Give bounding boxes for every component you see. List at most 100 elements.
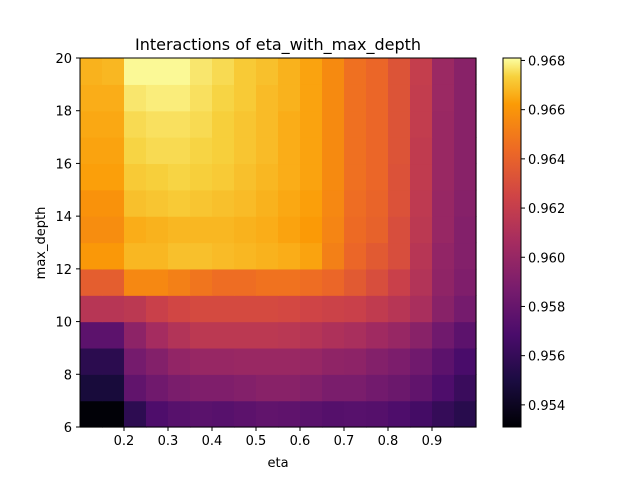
heatmap-cell — [234, 347, 257, 375]
x-tick-label: 0.3 — [158, 434, 179, 449]
heatmap-cell — [146, 58, 169, 85]
heatmap-cell — [300, 58, 323, 85]
heatmap-cell — [278, 58, 301, 85]
heatmap-cell — [146, 400, 169, 428]
y-tick-label: 20 — [55, 52, 72, 67]
heatmap-cell — [322, 189, 345, 217]
heatmap-cell — [234, 110, 257, 138]
heatmap-cell — [454, 137, 477, 165]
heatmap-cell — [410, 110, 433, 138]
heatmap-cell — [344, 374, 367, 402]
heatmap-cell — [146, 374, 169, 402]
x-tick-label: 0.8 — [378, 434, 399, 449]
heatmap-cell — [212, 84, 235, 112]
heatmap-cell — [410, 84, 433, 112]
heatmap-cell — [256, 268, 279, 296]
heatmap-cell — [256, 321, 279, 349]
heatmap-cell — [388, 268, 411, 296]
heatmap-cell — [432, 137, 455, 165]
heatmap-cell — [234, 374, 257, 402]
heatmap-cell — [322, 374, 345, 402]
heatmap-cell — [300, 268, 323, 296]
heatmap-cell — [146, 216, 169, 244]
y-tick-label: 8 — [64, 368, 72, 383]
heatmap-cell — [102, 268, 125, 296]
heatmap-cell — [234, 295, 257, 323]
colorbar-tick-label: 0.966 — [528, 104, 565, 119]
heatmap-cell — [146, 110, 169, 138]
heatmap-cell — [344, 110, 367, 138]
heatmap-cell — [212, 163, 235, 191]
heatmap-cell — [234, 189, 257, 217]
heatmap-cell — [410, 400, 433, 428]
heatmap-cell — [190, 84, 213, 112]
heatmap-cell — [366, 84, 389, 112]
heatmap-cell — [410, 321, 433, 349]
y-axis-ticks: 6 8 10 12 14 16 18 20 — [55, 52, 80, 436]
heatmap-cell — [432, 268, 455, 296]
heatmap-cell — [432, 216, 455, 244]
heatmap-cell — [234, 84, 257, 112]
heatmap-cell — [168, 400, 191, 428]
heatmap-cell — [168, 163, 191, 191]
heatmap-cell — [388, 347, 411, 375]
heatmap-cell — [344, 58, 367, 85]
heatmap-cell — [256, 216, 279, 244]
heatmap-cell — [190, 137, 213, 165]
heatmap-cell — [102, 216, 125, 244]
heatmap-cell — [190, 400, 213, 428]
heatmap-cell — [344, 321, 367, 349]
heatmap-cell — [366, 216, 389, 244]
heatmap-cell — [80, 268, 103, 296]
heatmap-cell — [212, 110, 235, 138]
y-axis-title: max_depth — [34, 207, 49, 280]
heatmap-cell — [278, 137, 301, 165]
heatmap-cell — [388, 295, 411, 323]
heatmap-cell — [344, 242, 367, 270]
heatmap-cell — [124, 58, 147, 85]
heatmap-cell — [168, 295, 191, 323]
heatmap-cell — [410, 137, 433, 165]
heatmap-cell — [102, 137, 125, 165]
heatmap-cell — [234, 321, 257, 349]
heatmap-cell — [454, 242, 477, 270]
heatmap-cell — [256, 189, 279, 217]
colorbar-ticks: 0.954 0.956 0.958 0.960 0.962 0.964 0.966 0.968 — [521, 54, 565, 414]
heatmap-cell — [322, 58, 345, 85]
heatmap-cell — [344, 347, 367, 375]
heatmap-cell — [366, 58, 389, 85]
heatmap-cell — [168, 374, 191, 402]
heatmap-cell — [168, 242, 191, 270]
heatmap-cell — [124, 268, 147, 296]
heatmap-cell — [322, 110, 345, 138]
heatmap-cell — [278, 295, 301, 323]
heatmap-cell — [454, 163, 477, 191]
heatmap-cell — [322, 163, 345, 191]
heatmap-cell — [366, 242, 389, 270]
heatmap-cell — [124, 295, 147, 323]
heatmap-cell — [190, 110, 213, 138]
heatmap-cell — [410, 189, 433, 217]
heatmap-cell — [234, 163, 257, 191]
heatmap-cell — [168, 321, 191, 349]
heatmap-cell — [432, 347, 455, 375]
heatmap-cell — [102, 58, 125, 85]
heatmap-cell — [388, 321, 411, 349]
y-tick-label: 18 — [55, 105, 72, 120]
heatmap-cell — [388, 216, 411, 244]
heatmap-cell — [366, 400, 389, 428]
heatmap-cell — [410, 242, 433, 270]
heatmap-cell — [190, 189, 213, 217]
heatmap-cell — [366, 374, 389, 402]
colorbar-tick-label: 0.954 — [528, 399, 565, 414]
heatmap-cell — [300, 400, 323, 428]
heatmap-cell — [234, 268, 257, 296]
heatmap-cells — [80, 58, 477, 428]
heatmap-cell — [300, 321, 323, 349]
heatmap-cell — [124, 189, 147, 217]
heatmap-cell — [322, 321, 345, 349]
heatmap-cell — [432, 110, 455, 138]
heatmap-cell — [278, 84, 301, 112]
heatmap-cell — [102, 163, 125, 191]
